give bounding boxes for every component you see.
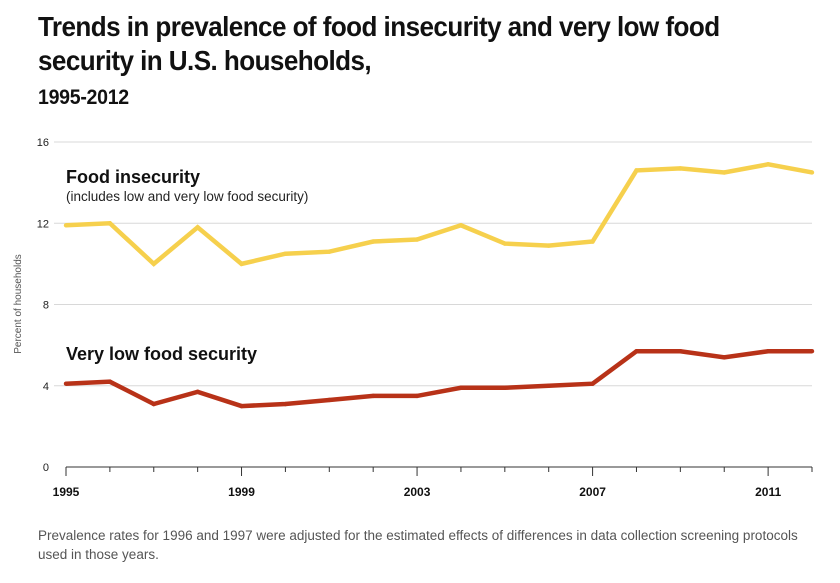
series-lines [63, 162, 815, 409]
food-insecurity-point [546, 243, 551, 248]
food-insecurity-point [765, 162, 771, 167]
chart-subtitle: 1995-2012 [38, 86, 129, 109]
x-tick-label: 2007 [579, 485, 606, 499]
x-tick-label: 1999 [228, 485, 255, 499]
food-insecurity-line [65, 162, 813, 267]
y-axis-label: Percent of households [13, 254, 24, 354]
very-low-food-security-point [283, 401, 288, 407]
very-low-food-security-point [590, 381, 595, 386]
food-insecurity-point [502, 241, 508, 246]
very-low-food-security-point [634, 349, 639, 354]
x-tick-label: 2003 [404, 485, 431, 499]
food-insecurity-point [239, 261, 244, 267]
food-insecurity-point [370, 239, 376, 244]
footnote: Prevalence rates for 1996 and 1997 were … [38, 528, 798, 562]
chart-title: Trends in prevalence of food insecurity … [38, 11, 720, 76]
food-insecurity-point [678, 166, 683, 171]
very-low-food-security-line [65, 348, 812, 409]
food-insecurity-point [327, 249, 332, 254]
axes: 0 4 8 12 16 1995 1999 2003 2007 2011 [37, 137, 813, 499]
y-tick-label: 0 [43, 462, 49, 474]
very-low-food-security-point [678, 349, 683, 354]
food-insecurity-point [809, 170, 815, 175]
food-insecurity-note: (includes low and very low food security… [66, 189, 308, 204]
x-tick-label: 1995 [53, 485, 80, 499]
very-low-food-security-point [458, 385, 464, 390]
y-tick-label: 8 [43, 300, 49, 312]
very-low-food-security-point [722, 355, 727, 360]
very-low-food-security-point [327, 397, 332, 403]
food-insecurity-point [63, 223, 69, 228]
food-insecurity-point [107, 221, 113, 226]
very-low-food-security-point [809, 349, 815, 354]
very-low-food-security-point [765, 349, 771, 354]
food-insecurity-point [722, 170, 727, 175]
very-low-food-security-point [107, 379, 113, 384]
very-low-food-security-point [502, 385, 508, 390]
food-insecurity-point [151, 261, 156, 267]
grid-lines [54, 141, 812, 387]
food-insecurity-point [195, 225, 200, 230]
x-tick-label: 2011 [755, 485, 781, 499]
very-low-food-security-label: Very low food security [66, 344, 257, 364]
very-low-food-security-point [239, 403, 244, 409]
very-low-food-security-point [63, 381, 69, 386]
food-insecurity-point [414, 237, 420, 242]
y-tick-label: 16 [37, 137, 49, 149]
food-insecurity-label: Food insecurity [66, 167, 200, 187]
very-low-food-security-point [546, 383, 551, 388]
y-tick-label: 4 [43, 381, 49, 393]
y-tick-label: 12 [37, 218, 49, 230]
very-low-food-security-point [414, 393, 420, 399]
very-low-food-security-point [370, 393, 376, 399]
food-insecurity-point [283, 251, 288, 256]
very-low-food-security-point [151, 401, 156, 407]
food-insecurity-point [590, 239, 595, 244]
food-insecurity-point [458, 223, 464, 228]
very-low-food-security-point [195, 389, 200, 395]
food-insecurity-point [634, 168, 639, 173]
